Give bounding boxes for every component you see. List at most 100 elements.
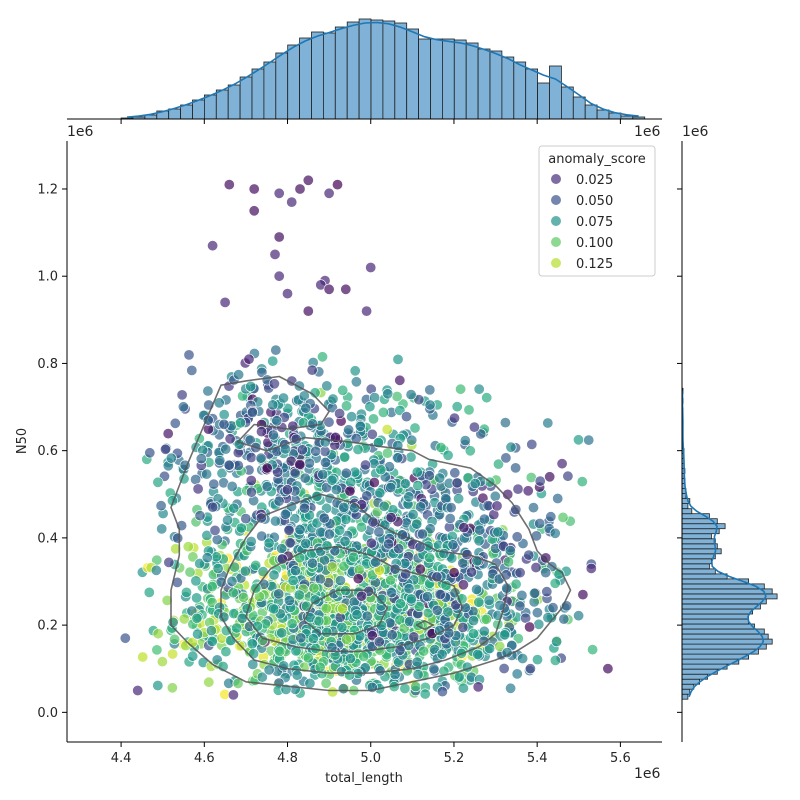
scatter-point [411, 466, 423, 478]
scatter-point [366, 630, 378, 642]
scatter-point [445, 502, 457, 514]
scatter-point [256, 671, 268, 683]
scatter-point [261, 481, 273, 493]
scatter-point [223, 179, 235, 191]
scatter-point [467, 615, 479, 627]
scatter-point [273, 231, 285, 243]
scatter-point [343, 424, 355, 436]
scatter-point [267, 355, 279, 367]
scatter-point [228, 608, 240, 620]
scatter-point [169, 633, 181, 645]
scatter-point [269, 515, 281, 527]
scatter-point [218, 418, 230, 430]
scatter-point [218, 409, 230, 421]
scatter-point [269, 248, 281, 260]
scatter-point [361, 490, 373, 502]
scatter-point [263, 664, 275, 676]
marginal-y-kde-line [681, 390, 767, 698]
marginal-y-histogram [677, 141, 778, 742]
scatter-point [314, 573, 326, 585]
scatter-point [551, 636, 563, 648]
scatter-point [316, 351, 328, 363]
histogram-bar [453, 39, 467, 120]
histogram-bar [681, 688, 691, 695]
scatter-point [323, 528, 335, 540]
scatter-point [531, 654, 543, 666]
scatter-point [473, 383, 485, 395]
scatter-point [290, 645, 302, 657]
scatter-point [156, 656, 168, 668]
y-tick-label: 0.2 [37, 619, 58, 634]
legend-label: 0.075 [576, 215, 613, 230]
scatter-point [169, 417, 181, 429]
scatter-point [314, 661, 326, 673]
scatter-point [224, 433, 236, 445]
histogram-bar [572, 96, 586, 120]
histogram-bar [192, 99, 205, 120]
scatter-point [374, 487, 386, 499]
scatter-point [327, 393, 339, 405]
scatter-point [406, 434, 418, 446]
scatter-point [424, 523, 436, 535]
scatter-point [235, 522, 247, 534]
scatter-point [313, 615, 325, 627]
scatter-point [457, 682, 469, 694]
scatter-point [323, 416, 335, 428]
scatter-point [442, 606, 454, 618]
scatter-point [373, 526, 385, 538]
legend-title: anomaly_score [548, 152, 646, 167]
y-tick-label: 0.4 [37, 531, 58, 546]
scatter-point [451, 401, 463, 413]
scatter-point [356, 590, 368, 602]
scatter-point [351, 609, 363, 621]
scatter-point [540, 552, 552, 564]
histogram-bar [180, 104, 193, 120]
scatter-point [183, 349, 195, 361]
scatter-point [334, 407, 346, 419]
scatter-point [355, 521, 367, 533]
scatter-point [394, 598, 406, 610]
histogram-bar [322, 32, 336, 120]
marginal-x-histogram [67, 18, 662, 124]
scatter-point [201, 468, 213, 480]
scatter-point [302, 305, 314, 317]
histogram-bar [239, 76, 253, 120]
scatter-point [194, 510, 206, 522]
scatter-point [483, 594, 495, 606]
scatter-point [457, 579, 469, 591]
scatter-point [338, 501, 350, 513]
scatter-point [306, 364, 318, 376]
scatter-point [359, 459, 371, 471]
scatter-point [337, 683, 349, 695]
scatter-point [190, 473, 202, 485]
legend-entry: 0.100 [551, 236, 613, 251]
scatter-point [505, 682, 517, 694]
histogram-bar [275, 52, 289, 120]
scatter-point [472, 648, 484, 660]
scatter-points [119, 174, 614, 701]
scatter-point [465, 566, 477, 578]
scatter-point [516, 589, 528, 601]
scatter-point [511, 531, 523, 543]
scatter-point [361, 610, 373, 622]
scatter-point [177, 401, 189, 413]
scatter-point [512, 633, 524, 645]
scatter-point [340, 513, 352, 525]
scatter-point [424, 552, 436, 564]
scatter-point [542, 417, 554, 429]
scatter-point [306, 557, 318, 569]
scatter-point [541, 586, 553, 598]
histogram-bar [681, 538, 716, 545]
scatter-point [399, 478, 411, 490]
scatter-point [289, 467, 301, 479]
scatter-point [505, 441, 517, 453]
histogram-bar [681, 638, 773, 645]
scatter-point [385, 574, 397, 586]
scatter-point [235, 417, 247, 429]
scatter-point [248, 205, 260, 217]
x-tick-label: 4.6 [194, 751, 215, 766]
scatter-point [267, 399, 279, 411]
scatter-point [207, 240, 219, 252]
scatter-point [473, 596, 485, 608]
histogram-bar [681, 603, 761, 610]
